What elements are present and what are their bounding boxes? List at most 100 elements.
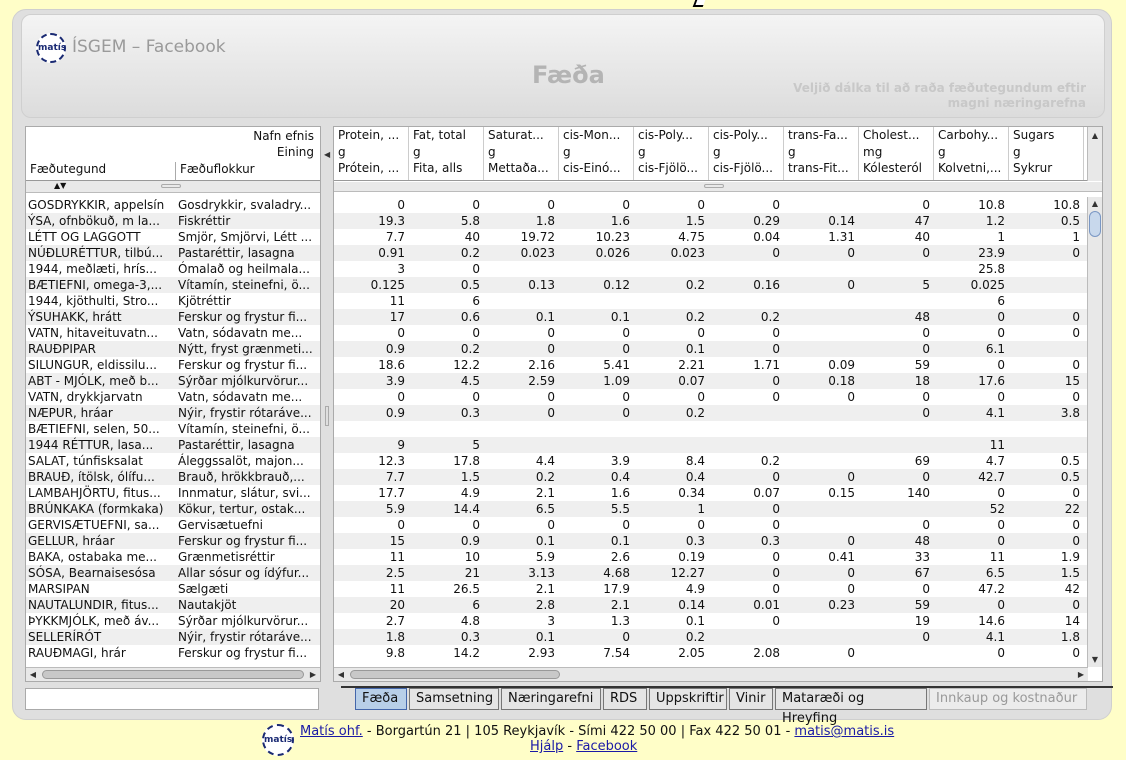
food-row[interactable]: NAUTALUNDIR, fitus... Nautakjöt xyxy=(26,597,320,613)
col-header-nutrient[interactable]: Sugars g Sykrur xyxy=(1009,127,1084,180)
scroll-thumb[interactable] xyxy=(1089,211,1101,237)
scroll-left-icon[interactable]: ◀ xyxy=(29,670,37,679)
splitter-grip-icon[interactable] xyxy=(325,406,329,426)
nutrient-row[interactable]: 2.7 4.8 3 1.3 0.1 0 19 14.6 14 xyxy=(334,613,1088,629)
help-link[interactable]: Hjálp xyxy=(530,739,564,754)
food-row[interactable]: SALAT, túnfisksalat Áleggssalöt, majon... xyxy=(26,453,320,469)
scroll-up-icon[interactable]: ▲ xyxy=(1091,199,1099,208)
scroll-right-icon[interactable]: ▶ xyxy=(1077,670,1085,679)
nutrient-row[interactable]: 0.9 0.2 0 0 0.1 0 0 6.1 xyxy=(334,341,1088,357)
nutrient-row[interactable]: 12.3 17.8 4.4 3.9 8.4 0.2 69 4.7 0.5 xyxy=(334,453,1088,469)
company-link[interactable]: Matís ohf. xyxy=(300,724,363,739)
scroll-thumb[interactable] xyxy=(350,670,560,679)
col-header-category[interactable]: Fæðuflokkur xyxy=(180,162,255,176)
grip-handle-icon[interactable] xyxy=(161,184,181,188)
nutrient-row[interactable]: 20 6 2.8 2.1 0.14 0.01 0.23 59 0 0 xyxy=(334,597,1088,613)
right-horizontal-scrollbar[interactable]: ◀ ▶ xyxy=(334,667,1088,681)
nutrient-row[interactable] xyxy=(334,421,1088,437)
nutrient-row[interactable]: 3.9 4.5 2.59 1.09 0.07 0 0.18 18 17.6 15 xyxy=(334,373,1088,389)
food-row[interactable]: BRÚNKAKA (formkaka) Kökur, tertur, ostak.… xyxy=(26,501,320,517)
food-row[interactable]: LAMBAHJÖRTU, fitus... Innmatur, slátur, s… xyxy=(26,485,320,501)
nutrient-row[interactable]: 17 0.6 0.1 0.1 0.2 0.2 48 0 0 xyxy=(334,309,1088,325)
panel-splitter[interactable]: ◀ xyxy=(323,126,331,686)
food-row[interactable]: ÝSUHAKK, hrátt Ferskur og frystur fi... xyxy=(26,309,320,325)
food-row[interactable]: GOSDRYKKIR, appelsín Gosdrykkir, svaladry… xyxy=(26,197,320,213)
nutrient-row[interactable]: 0 0 0 0 0 0 0 10.8 10.8 xyxy=(334,197,1088,213)
food-row[interactable]: MARSIPAN Sælgæti xyxy=(26,581,320,597)
tab-4[interactable]: Uppskriftir xyxy=(649,688,727,710)
nutrient-row[interactable]: 17.7 4.9 2.1 1.6 0.34 0.07 0.15 140 0 0 xyxy=(334,485,1088,501)
left-horizontal-scrollbar[interactable]: ◀ ▶ xyxy=(26,667,320,681)
nutrient-row[interactable]: 2.5 21 3.13 4.68 12.27 0 0 67 6.5 1.5 xyxy=(334,565,1088,581)
nutrient-row[interactable]: 9.8 14.2 2.93 7.54 2.05 2.08 0 0 0 xyxy=(334,645,1088,661)
food-row[interactable]: 1944 RÉTTUR, lasa... Pastaréttir, lasagna xyxy=(26,437,320,453)
nutrient-row[interactable]: 0.125 0.5 0.13 0.12 0.2 0.16 0 5 0.025 xyxy=(334,277,1088,293)
nutrient-row[interactable]: 19.3 5.8 1.8 1.6 1.5 0.29 0.14 47 1.2 0.5 xyxy=(334,213,1088,229)
food-row[interactable]: VATN, hitaveituvatn... Vatn, sódavatn me.… xyxy=(26,325,320,341)
food-row[interactable]: BRAUÐ, ítölsk, ólífu... Brauð, hrökkbrauð… xyxy=(26,469,320,485)
food-row[interactable]: SELLERÍRÓT Nýir, frystir rótaráve... xyxy=(26,629,320,645)
tab-0[interactable]: Fæða xyxy=(355,688,407,710)
food-row[interactable]: VATN, drykkjarvatn Vatn, sódavatn me... xyxy=(26,389,320,405)
food-row[interactable]: LÉTT OG LAGGOTT Smjör, Smjörvi, Létt ... xyxy=(26,229,320,245)
food-row[interactable]: ÞYKKMJÓLK, með áv... Sýrðar mjólkurvörur.… xyxy=(26,613,320,629)
nutrient-row[interactable]: 7.7 40 19.72 10.23 4.75 0.04 1.31 40 1 1 xyxy=(334,229,1088,245)
nutrient-row[interactable]: 0 0 0 0 0 0 0 0 0 0 xyxy=(334,389,1088,405)
grip-handle-icon[interactable] xyxy=(704,184,724,188)
col-header-food[interactable]: Fæðutegund xyxy=(30,162,176,180)
food-row[interactable]: 1944, kjöthulti, Stro... Kjötréttir xyxy=(26,293,320,309)
nutrient-row[interactable]: 3 0 25.8 xyxy=(334,261,1088,277)
food-row[interactable]: GELLUR, hráar Ferskur og frystur fi... xyxy=(26,533,320,549)
nutrient-row[interactable]: 18.6 12.2 2.16 5.41 2.21 1.71 0.09 59 0 0 xyxy=(334,357,1088,373)
scroll-down-icon[interactable]: ▼ xyxy=(1091,655,1099,664)
nutrient-row[interactable]: 11 26.5 2.1 17.9 4.9 0 0 0 47.2 42 xyxy=(334,581,1088,597)
nutrient-row[interactable]: 0 0 0 0 0 0 0 0 0 xyxy=(334,517,1088,533)
food-row[interactable]: BÆTIEFNI, selen, 50... Vítamín, steinefni… xyxy=(26,421,320,437)
nutrient-row[interactable]: 15 0.9 0.1 0.1 0.3 0.3 0 48 0 0 xyxy=(334,533,1088,549)
col-header-nutrient[interactable]: cis-Mon... g cis-Einó... xyxy=(559,127,634,180)
food-row[interactable]: ÝSA, ofnbökuð, m la... Fiskréttir xyxy=(26,213,320,229)
collapse-left-icon[interactable]: ◀ xyxy=(324,150,331,159)
food-row[interactable]: RAUÐMAGI, hrár Ferskur og frystur fi... xyxy=(26,645,320,661)
tab-5[interactable]: Vinir xyxy=(729,688,773,710)
food-row[interactable]: SILUNGUR, eldissilu... Ferskur og frystur… xyxy=(26,357,320,373)
scroll-right-icon[interactable]: ▶ xyxy=(309,670,317,679)
email-link[interactable]: matis@matis.is xyxy=(794,724,895,739)
nutrient-row[interactable]: 11 6 6 xyxy=(334,293,1088,309)
tab-6[interactable]: Mataræði og Hreyfing xyxy=(775,688,927,726)
col-header-nutrient[interactable]: Protein, ... g Prótein, ... xyxy=(334,127,409,180)
filter-input[interactable] xyxy=(25,688,319,710)
tab-3[interactable]: RDS xyxy=(603,688,647,710)
nutrient-row[interactable]: 1.8 0.3 0.1 0 0.2 0 4.1 1.8 xyxy=(334,629,1088,645)
scroll-left-icon[interactable]: ◀ xyxy=(337,670,345,679)
col-header-nutrient[interactable]: cis-Poly... g cis-Fjölö... xyxy=(709,127,784,180)
tab-2[interactable]: Næringarefni xyxy=(501,688,601,710)
food-row[interactable]: 1944, meðlæti, hrís... Ómalað og heilmala… xyxy=(26,261,320,277)
food-row[interactable]: BAKA, ostabaka me... Grænmetisréttir xyxy=(26,549,320,565)
nutrient-row[interactable]: 0 0 0 0 0 0 0 0 0 xyxy=(334,325,1088,341)
food-row[interactable]: GERVISÆTUEFNI, sa... Gervisætuefni xyxy=(26,517,320,533)
nutrient-row[interactable]: 5.9 14.4 6.5 5.5 1 0 52 22 xyxy=(334,501,1088,517)
nutrient-row[interactable]: 0.91 0.2 0.023 0.026 0.023 0 0 0 23.9 0 xyxy=(334,245,1088,261)
food-row[interactable]: ABT - MJÓLK, með b... Sýrðar mjólkurvörur… xyxy=(26,373,320,389)
left-splitter[interactable]: ▲▼ xyxy=(26,181,320,193)
col-header-nutrient[interactable]: cis-Poly... g cis-Fjölö... xyxy=(634,127,709,180)
food-row[interactable]: BÆTIEFNI, omega-3,... Vítamín, steinefni,… xyxy=(26,277,320,293)
food-row[interactable]: SÓSA, Bearnaisesósa Allar sósur og ídýfur… xyxy=(26,565,320,581)
scroll-thumb[interactable] xyxy=(42,670,304,679)
tab-1[interactable]: Samsetning xyxy=(409,688,499,710)
col-header-nutrient[interactable]: Carbohy... g Kolvetni,... xyxy=(934,127,1009,180)
nutrient-row[interactable]: 0.9 0.3 0 0 0.2 0 4.1 3.8 xyxy=(334,405,1088,421)
right-splitter[interactable] xyxy=(334,182,1102,192)
col-header-nutrient[interactable]: Fat, total g Fita, alls xyxy=(409,127,484,180)
sort-arrows-icon[interactable]: ▲▼ xyxy=(54,181,67,190)
col-header-nutrient[interactable]: trans-Fa... g trans-Fit... xyxy=(784,127,859,180)
nutrient-row[interactable]: 7.7 1.5 0.2 0.4 0.4 0 0 0 42.7 0.5 xyxy=(334,469,1088,485)
food-row[interactable]: NÆPUR, hráar Nýir, frystir rótaráve... xyxy=(26,405,320,421)
col-header-nutrient[interactable]: Saturat... g Mettaða... xyxy=(484,127,559,180)
facebook-link[interactable]: Facebook xyxy=(576,739,638,754)
header-scrollbar[interactable]: ▲ xyxy=(1087,127,1102,181)
vertical-scrollbar[interactable]: ▲ ▼ xyxy=(1087,197,1102,667)
col-header-nutrient[interactable]: Cholest... mg Kólesteról xyxy=(859,127,934,180)
food-row[interactable]: RAUÐPIPAR Nýtt, fryst grænmeti... xyxy=(26,341,320,357)
